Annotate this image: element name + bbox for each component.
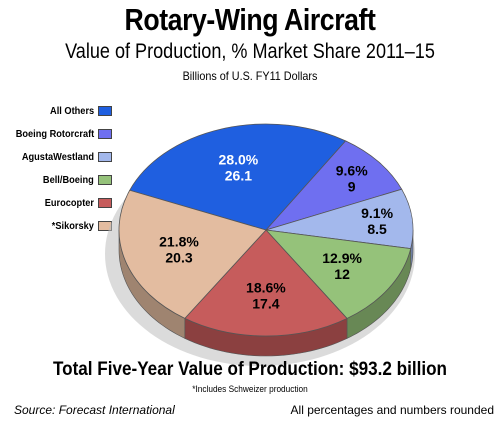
pie-slice: [184, 229, 348, 337]
pie-slice: [264, 140, 403, 231]
rounding-note: All percentages and numbers rounded: [290, 403, 494, 417]
source-credit: Source: Forecast International: [14, 403, 175, 417]
legend-item: Boeing Rotorcraft: [5, 127, 112, 141]
chart-units: Billions of U.S. FY11 Dollars: [182, 69, 318, 83]
legend-item: Eurocopter: [38, 196, 112, 210]
slice-value-label: 26.1: [225, 167, 252, 183]
pie-slice: [118, 189, 267, 319]
slice-value-label: 9: [348, 178, 356, 194]
slice-percent-label: 9.1%: [361, 205, 393, 221]
slice-value-label: 20.3: [165, 250, 192, 266]
chart-title: Rotary-Wing Aircraft: [124, 2, 376, 37]
legend-swatch: [98, 152, 112, 162]
pie-slice: [129, 123, 347, 231]
legend-item: AgustaWestland: [12, 150, 112, 164]
legend-item: Bell/Boeing: [36, 173, 112, 187]
legend-swatch: [98, 198, 112, 208]
legend-label: Boeing Rotorcraft: [15, 128, 94, 140]
legend-item: All Others: [44, 104, 112, 118]
legend-swatch: [98, 129, 112, 139]
legend-label: All Others: [49, 105, 94, 117]
slice-percent-label: 28.0%: [219, 151, 259, 167]
chart-subtitle: Value of Production, % Market Share 2011…: [65, 40, 435, 63]
footnote: *Includes Schweizer production: [192, 384, 308, 394]
slice-percent-label: 9.6%: [336, 162, 368, 178]
total-value: Total Five-Year Value of Production: $93…: [52, 359, 448, 380]
slice-percent-label: 18.6%: [246, 280, 286, 296]
legend-label: AgustaWestland: [21, 151, 94, 163]
slice-value-label: 17.4: [252, 296, 279, 312]
legend-label: Eurocopter: [44, 197, 94, 209]
slice-percent-label: 21.8%: [159, 234, 199, 250]
legend-label: Bell/Boeing: [43, 174, 94, 186]
legend-swatch: [98, 106, 112, 116]
pie-slice: [264, 229, 412, 319]
pie-slice: [265, 188, 414, 250]
slice-value-label: 12: [334, 266, 350, 282]
slice-percent-label: 12.9%: [322, 250, 362, 266]
legend-swatch: [98, 175, 112, 185]
legend-label: *Sikorsky: [51, 220, 94, 232]
slice-value-label: 8.5: [367, 221, 387, 237]
